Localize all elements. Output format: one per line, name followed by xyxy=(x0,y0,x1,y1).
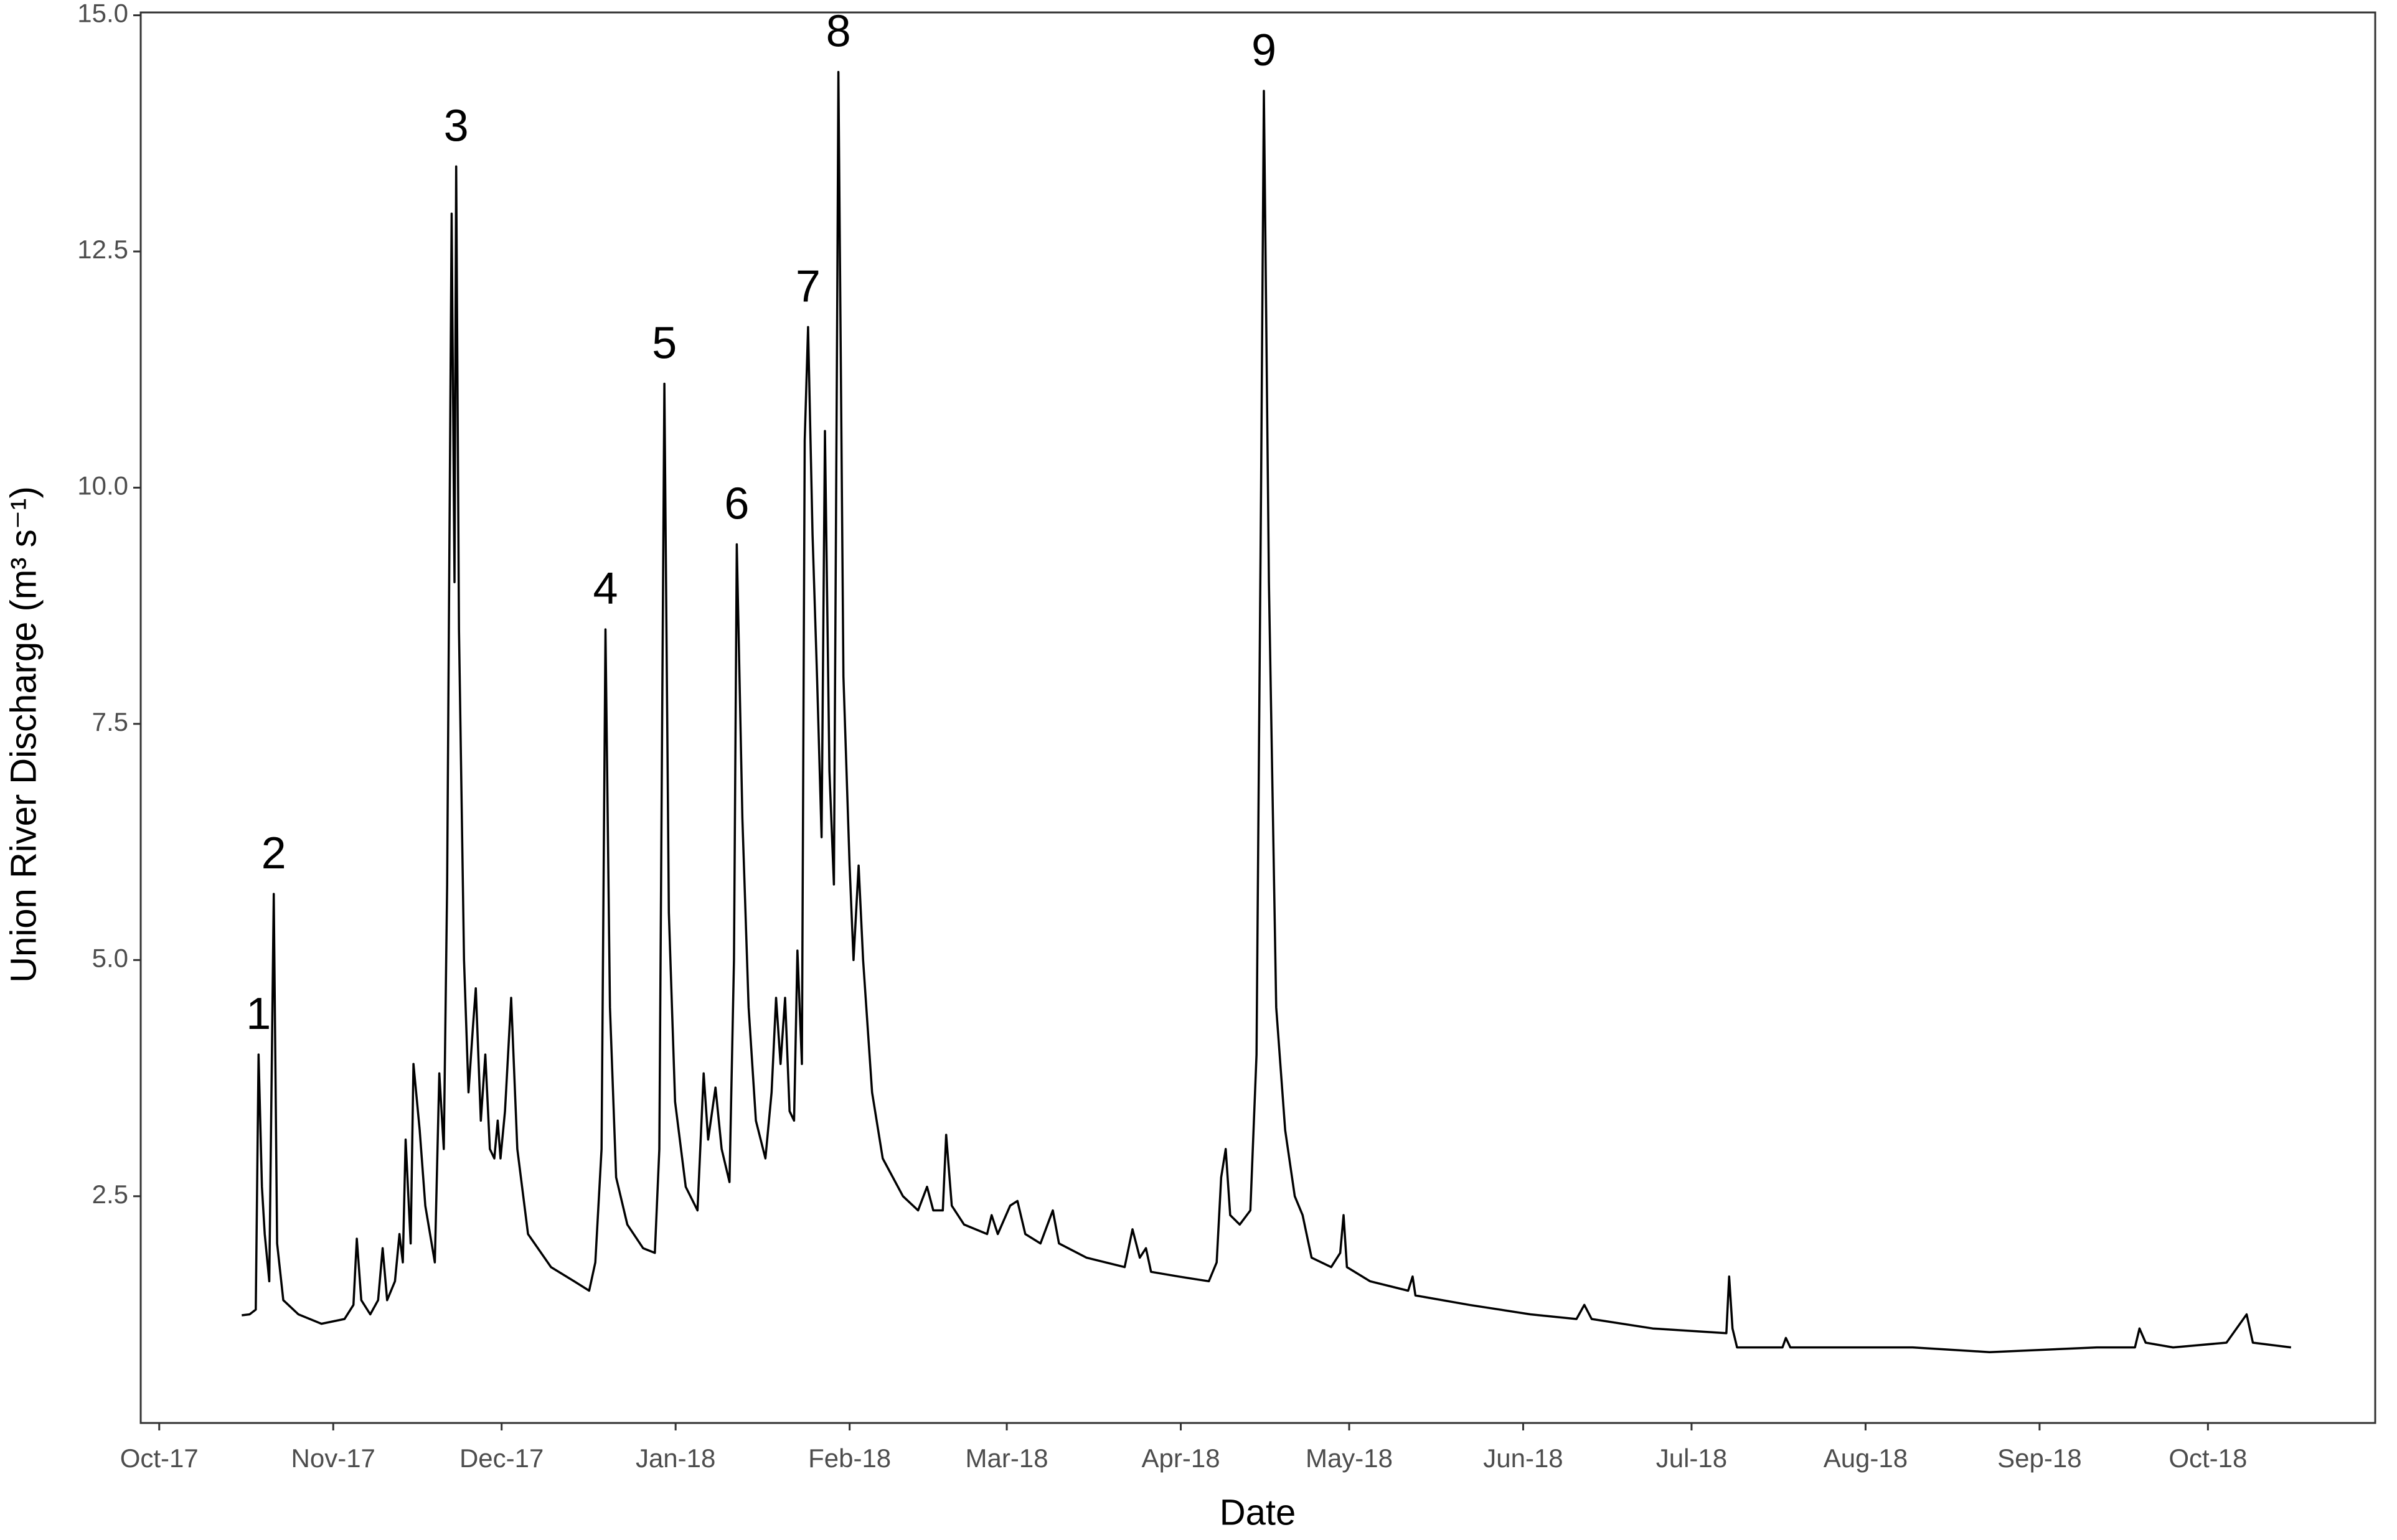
peak-annotation: 1 xyxy=(246,989,271,1039)
x-tick-label: Sep-18 xyxy=(1997,1444,2081,1473)
y-tick-label: 7.5 xyxy=(92,707,128,736)
x-tick-label: Dec-17 xyxy=(459,1444,544,1473)
peak-annotation: 8 xyxy=(826,7,851,57)
x-tick-label: Jun-18 xyxy=(1483,1444,1563,1473)
peak-annotation: 5 xyxy=(652,318,677,368)
discharge-line xyxy=(242,70,2292,1353)
x-tick-label: Nov-17 xyxy=(291,1444,375,1473)
x-tick-label: Jul-18 xyxy=(1656,1444,1727,1473)
y-axis-title: Union River Discharge (m³ s⁻¹) xyxy=(3,486,44,983)
y-tick-label: 2.5 xyxy=(92,1180,128,1209)
x-tick-label: Mar-18 xyxy=(966,1444,1048,1473)
plot-frame xyxy=(139,11,2376,1424)
y-tick-label: 12.5 xyxy=(77,235,128,264)
y-tick-label: 15.0 xyxy=(77,0,128,28)
x-tick-label: May-18 xyxy=(1306,1444,1393,1473)
peak-annotation: 4 xyxy=(593,564,618,614)
peak-annotation: 6 xyxy=(724,479,749,529)
x-tick-label: Feb-18 xyxy=(808,1444,891,1473)
y-tick-label: 10.0 xyxy=(77,471,128,500)
peak-annotation: 7 xyxy=(796,261,821,311)
peak-annotation: 3 xyxy=(444,101,469,151)
peak-annotation: 9 xyxy=(1251,26,1276,75)
x-tick-label: Oct-18 xyxy=(2169,1444,2247,1473)
x-tick-label: Oct-17 xyxy=(120,1444,199,1473)
x-tick-label: Aug-18 xyxy=(1824,1444,1908,1473)
x-tick-label: Jan-18 xyxy=(636,1444,715,1473)
x-axis-title: Date xyxy=(1220,1492,1296,1533)
y-tick-label: 5.0 xyxy=(92,943,128,972)
peak-annotation: 2 xyxy=(261,829,286,878)
x-tick-label: Apr-18 xyxy=(1142,1444,1220,1473)
